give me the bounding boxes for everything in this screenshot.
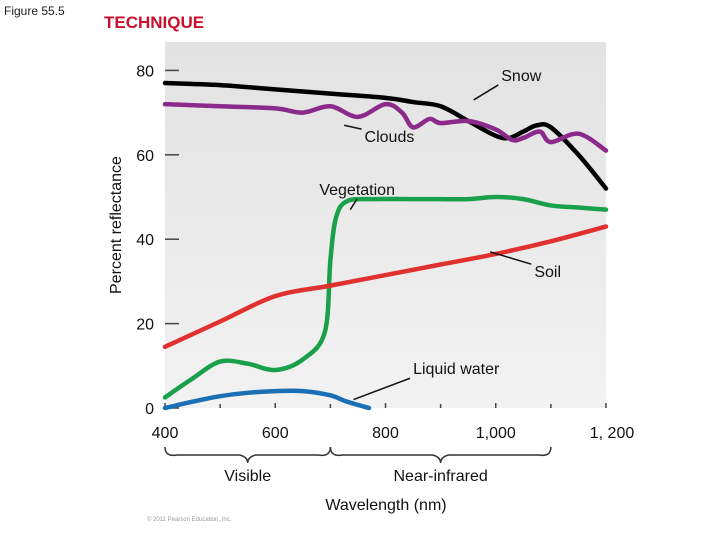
clouds-annotation: Clouds — [365, 129, 415, 146]
x-tick-label: 800 — [372, 425, 399, 442]
y-tick-label: 20 — [136, 317, 154, 334]
figure-label: Figure 55.5 — [4, 4, 65, 18]
vegetation-series-line — [162, 194, 609, 400]
soil-series-line — [162, 224, 609, 350]
x-tick-label: 600 — [262, 425, 289, 442]
annotation-leader-line — [473, 84, 499, 101]
clouds-series-line — [162, 101, 609, 153]
annotation-leader-line — [353, 377, 411, 401]
visible-range-label: Visible — [224, 468, 271, 485]
near-infrared-range-brace — [329, 446, 552, 464]
x-tick-label: 1, 200 — [590, 425, 635, 442]
x-tick-label: 1,000 — [476, 425, 516, 442]
technique-label: TECHNIQUE — [104, 13, 205, 32]
annotation-leader-line — [343, 124, 362, 130]
soil-annotation: Soil — [534, 264, 561, 281]
y-tick-label: 60 — [136, 148, 154, 165]
y-axis-label: Percent reflectance — [108, 156, 125, 294]
y-tick-label: 40 — [136, 232, 154, 249]
near-infrared-range-label: Near-infrared — [393, 468, 487, 485]
x-axis-label: Wavelength (nm) — [325, 497, 446, 514]
liquid-water-annotation: Liquid water — [413, 361, 500, 378]
snow-annotation: Snow — [501, 68, 541, 85]
annotation-leader-line — [349, 198, 358, 211]
liquid-water-series-line — [162, 388, 372, 411]
copyright-notice: © 2011 Pearson Education, Inc. — [147, 517, 232, 523]
x-tick-label: 400 — [152, 425, 179, 442]
y-tick-label: 80 — [136, 63, 154, 80]
y-tick-label: 0 — [145, 401, 154, 418]
vegetation-annotation: Vegetation — [319, 182, 395, 199]
visible-range-brace — [164, 446, 332, 464]
annotation-leader-line — [490, 251, 532, 265]
